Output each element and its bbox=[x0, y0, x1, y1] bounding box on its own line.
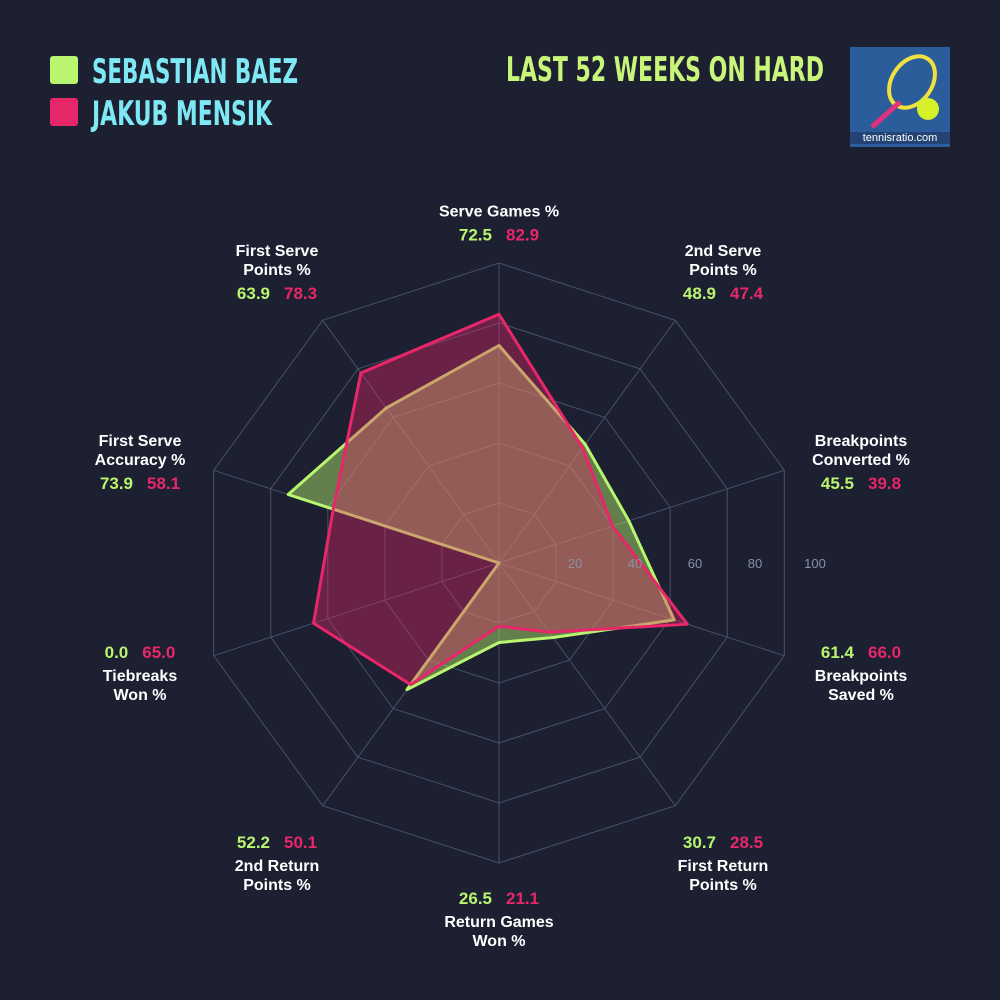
r-tick-label: 60 bbox=[688, 556, 702, 571]
value-row: 26.5 21.1 bbox=[444, 885, 553, 913]
axis-label: First Serve Accuracy % bbox=[94, 433, 186, 469]
value-label: 65.0 bbox=[142, 643, 176, 662]
value-row: 30.7 28.5 bbox=[676, 829, 770, 857]
logo-text: tennisratio.com bbox=[850, 132, 950, 144]
value-row: 61.4 66.0 bbox=[814, 639, 908, 667]
spoke bbox=[498, 562, 676, 806]
value-label: 30.7 bbox=[682, 833, 716, 852]
value-label: 78.3 bbox=[284, 284, 318, 303]
axis-label-block: 30.7 28.5 First Return Points % bbox=[676, 829, 770, 895]
value-row: 0.0 65.0 bbox=[98, 639, 183, 667]
value-label: 21.1 bbox=[506, 889, 540, 908]
axis-label: First Return Points % bbox=[677, 858, 769, 894]
value-row: 63.9 78.3 bbox=[230, 280, 324, 308]
r-tick-label: 40 bbox=[628, 556, 642, 571]
axis-label-block: 0.0 65.0 Tiebreaks Won % bbox=[98, 639, 183, 705]
value-label: 48.9 bbox=[682, 284, 716, 303]
value-label: 0.0 bbox=[104, 643, 129, 662]
value-label: 45.5 bbox=[820, 474, 854, 493]
value-label: 82.9 bbox=[505, 225, 540, 245]
axis-label-block: 26.5 21.1 Return Games Won % bbox=[444, 885, 553, 951]
axis-label: Breakpoints Converted % bbox=[812, 433, 910, 469]
value-label: 47.4 bbox=[730, 284, 764, 303]
value-label: 39.8 bbox=[867, 474, 902, 493]
series-area bbox=[286, 344, 676, 692]
value-label: 58.1 bbox=[147, 474, 181, 493]
axis-label: 2nd Return Points % bbox=[234, 858, 320, 894]
value-label: 73.9 bbox=[99, 474, 133, 493]
r-tick-label: 100 bbox=[804, 556, 826, 571]
r-tick-label: 20 bbox=[568, 556, 582, 571]
axis-label-block: Breakpoints Converted % 45.5 39.8 bbox=[812, 432, 910, 498]
value-label: 72.5 bbox=[458, 225, 492, 245]
axis-label: Serve Games % bbox=[438, 203, 560, 221]
value-label: 28.5 bbox=[730, 833, 764, 852]
axis-label: Tiebreaks Won % bbox=[102, 668, 178, 704]
value-row: 48.9 47.4 bbox=[676, 280, 770, 308]
spoke bbox=[498, 469, 785, 564]
axis-label-block: First Serve Points % 63.9 78.3 bbox=[230, 242, 324, 308]
value-label: 66.0 bbox=[868, 643, 902, 662]
value-label: 50.1 bbox=[284, 833, 318, 852]
axis-label-block: 61.4 66.0 Breakpoints Saved % bbox=[814, 639, 908, 705]
axis-label: Breakpoints Saved % bbox=[814, 668, 908, 704]
value-label: 26.5 bbox=[458, 889, 492, 908]
axis-label-block: 2nd Serve Points % 48.9 47.4 bbox=[676, 242, 770, 308]
value-row: 45.5 39.8 bbox=[812, 470, 910, 498]
r-tick-label: 80 bbox=[748, 556, 762, 571]
legend-swatch bbox=[50, 98, 78, 126]
axis-label-block: First Serve Accuracy % 73.9 58.1 bbox=[93, 432, 187, 498]
axis-label: First Serve Points % bbox=[235, 243, 319, 279]
spoke bbox=[322, 320, 500, 564]
chart-title: LAST 52 WEEKS ON HARD bbox=[506, 50, 824, 90]
spoke bbox=[498, 320, 676, 564]
legend-swatch bbox=[50, 56, 78, 84]
legend-label: SEBASTIAN BAEZ bbox=[92, 52, 298, 92]
value-row: 73.9 58.1 bbox=[93, 470, 187, 498]
value-row: 52.2 50.1 bbox=[230, 829, 324, 857]
logo: tennisratio.com bbox=[850, 47, 950, 147]
value-label: 63.9 bbox=[236, 284, 270, 303]
value-label: 61.4 bbox=[820, 643, 854, 662]
axis-label-block: Serve Games % 72.5 82.9 bbox=[439, 203, 559, 250]
value-row: 72.5 82.9 bbox=[439, 222, 559, 250]
spoke bbox=[213, 562, 500, 657]
axis-label: Return Games Won % bbox=[444, 914, 554, 950]
logo-art bbox=[870, 54, 939, 129]
series-area bbox=[312, 312, 689, 687]
legend-label: JAKUB MENSIK bbox=[91, 94, 273, 134]
axis-label: 2nd Serve Points % bbox=[684, 243, 762, 279]
spoke bbox=[498, 562, 785, 657]
value-label: 52.2 bbox=[236, 833, 270, 852]
axis-label-block: 52.2 50.1 2nd Return Points % bbox=[230, 829, 324, 895]
